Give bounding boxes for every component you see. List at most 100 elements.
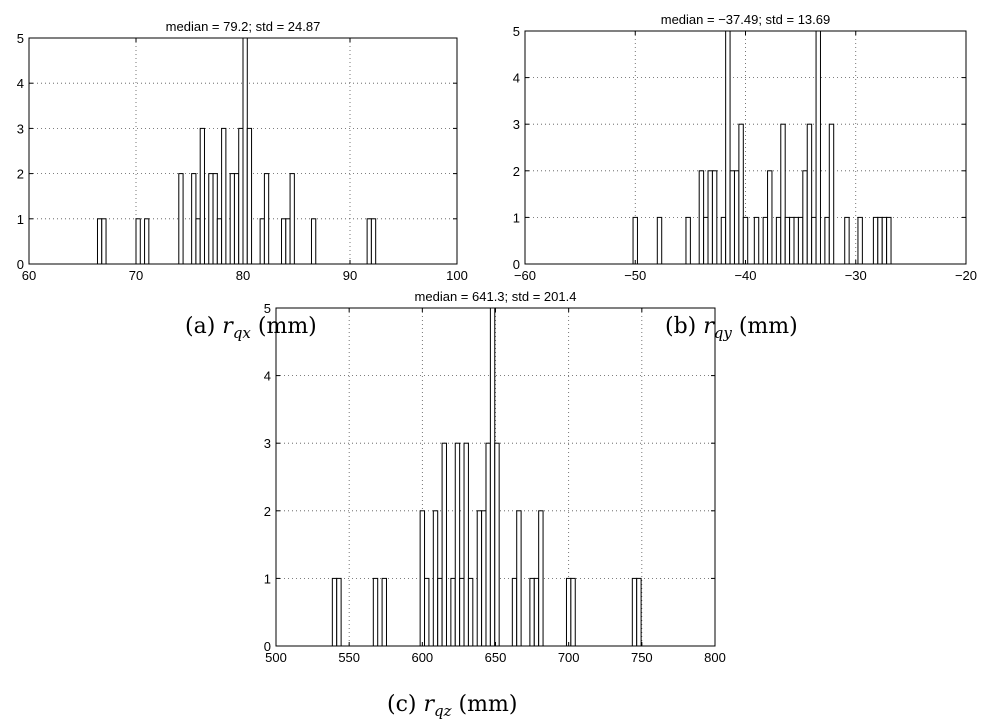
histogram-bar (844, 216, 850, 265)
histogram-bar (208, 173, 214, 265)
histogram-bar (729, 170, 735, 265)
caption-unit: (mm) (251, 314, 317, 339)
caption-label: (a) (185, 314, 222, 339)
caption-subscript: qy (714, 324, 733, 342)
histogram-bar (857, 216, 863, 265)
histogram-bar (494, 442, 500, 647)
histogram-bar (753, 216, 760, 265)
histogram-bar (135, 218, 141, 265)
histogram-bar (877, 216, 883, 265)
histogram-bar (632, 216, 638, 265)
histogram-bar (489, 307, 496, 647)
histogram-bar (212, 173, 218, 265)
histogram-bar (259, 218, 265, 265)
caption-subscript: qz (434, 702, 452, 720)
y-tick-label: 4 (264, 369, 271, 384)
histogram-bar (336, 577, 342, 647)
y-tick-label: 4 (17, 76, 24, 91)
x-tick-label: 80 (236, 268, 250, 283)
histogram-bar (793, 216, 799, 265)
y-tick-label: 4 (513, 71, 520, 86)
y-tick-label: 1 (17, 212, 24, 227)
histogram-bar (331, 577, 338, 647)
histogram-bar (872, 216, 879, 265)
caption-subscript: qx (233, 324, 252, 342)
x-tick-label: 650 (485, 650, 507, 665)
histogram-bar (738, 123, 744, 265)
histogram-bar (476, 510, 483, 647)
caption-symbol: r (703, 314, 715, 339)
y-tick-label: 1 (264, 571, 271, 586)
histogram-bar (797, 216, 804, 265)
histogram-bar (441, 442, 447, 647)
histogram-bar (229, 173, 235, 265)
histogram-bar (656, 216, 663, 265)
histogram-bar (381, 577, 387, 647)
histogram-bar (720, 216, 727, 265)
x-tick-label: −20 (955, 268, 977, 283)
chart-panel-c: 500 550 600 650 700 750 800 0 1 2 3 4 5 median = 641.… (264, 289, 726, 720)
histogram-bar (789, 216, 795, 265)
caption-symbol: r (423, 692, 435, 717)
histogram-bar (263, 173, 270, 265)
y-tick-label: 5 (264, 301, 271, 316)
chart-panel-b: −60 −50 −40 −30 −20 0 1 2 3 4 5 median = −37.49; st… (513, 12, 977, 342)
histogram-bar (463, 442, 469, 647)
histogram-bar (191, 173, 197, 265)
histogram-bar (242, 37, 248, 265)
histogram-bar (195, 218, 201, 265)
histogram-bar (703, 216, 709, 265)
histogram-bar (780, 123, 786, 265)
histogram-bar (636, 577, 642, 647)
histogram-bar (289, 173, 295, 265)
histogram-bar (806, 123, 813, 265)
histogram-bar (824, 216, 830, 265)
x-tick-label: 500 (265, 650, 287, 665)
y-tick-label: 0 (264, 639, 271, 654)
histogram-bar (533, 577, 540, 647)
x-tick-label: 100 (446, 268, 468, 283)
histogram-bar (450, 577, 456, 647)
histogram-bar (310, 218, 317, 265)
chart-panel-a: 60 70 80 90 100 0 1 2 3 4 5 median = 79.2; std = 24… (17, 19, 468, 342)
histogram-bar (685, 216, 691, 265)
histogram-bar (454, 442, 461, 647)
y-tick-label: 3 (264, 436, 271, 451)
caption-label: (b) (665, 314, 703, 339)
histogram-bar (96, 218, 103, 265)
histogram-bar (285, 218, 291, 265)
histogram-bar (815, 30, 821, 265)
histogram-bar (481, 510, 487, 647)
histogram-bar (246, 127, 253, 265)
histogram-bar (565, 577, 572, 647)
histogram-bar (366, 218, 372, 265)
chart-title: median = −37.49; std = 13.69 (661, 12, 831, 27)
histogram-bar (733, 170, 740, 265)
histogram-bar (199, 127, 205, 265)
histogram-bar (631, 577, 638, 647)
y-tick-label: 1 (513, 210, 520, 225)
x-tick-label: 600 (411, 650, 433, 665)
caption-label: (c) (387, 692, 423, 717)
histogram-bar (698, 170, 705, 265)
chart-title: median = 79.2; std = 24.87 (166, 19, 321, 34)
histogram-bar (101, 218, 107, 265)
x-tick-label: 750 (631, 650, 653, 665)
x-tick-label: −30 (845, 268, 867, 283)
histogram-bar (432, 510, 439, 647)
histogram-bar (707, 170, 713, 265)
histogram-bar (711, 170, 718, 265)
histogram-bar (178, 173, 184, 265)
histogram-bar (538, 510, 544, 647)
histogram-bar (233, 173, 240, 265)
histogram-bar (516, 510, 522, 647)
histogram-bar (370, 218, 377, 265)
histogram-bar (459, 577, 465, 647)
histogram-bar (529, 577, 535, 647)
x-tick-label: 90 (343, 268, 357, 283)
x-tick-label: −60 (514, 268, 536, 283)
histogram-bar (437, 577, 443, 647)
histogram-bar (216, 218, 223, 265)
x-tick-label: 700 (558, 650, 580, 665)
